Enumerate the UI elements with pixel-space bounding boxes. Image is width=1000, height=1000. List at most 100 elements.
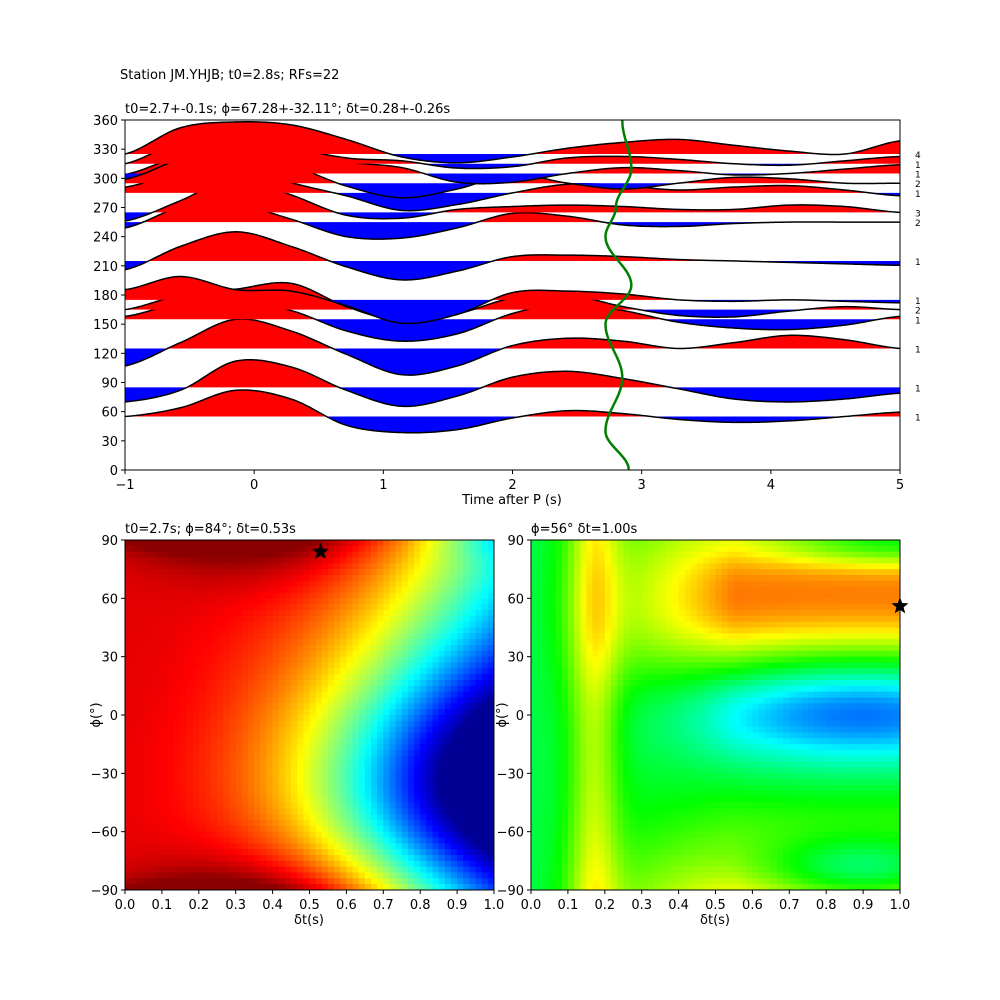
heatmap-cell (327, 662, 335, 669)
heatmap-cell (377, 715, 384, 722)
heatmap-cell (438, 656, 446, 664)
heatmap-cell (580, 837, 587, 844)
heatmap-cell (586, 732, 594, 739)
heatmap-cell (340, 790, 347, 798)
heatmap-cell (561, 773, 569, 780)
trace-85 (125, 358, 900, 408)
heatmap-cell (217, 639, 224, 646)
heatmap-cell (155, 610, 163, 617)
heatmap-cell (617, 703, 624, 710)
heatmap-cell (297, 715, 304, 722)
heatmap-cell (131, 750, 138, 757)
heatmap-cell (149, 796, 157, 804)
heatmap-cell (487, 563, 494, 570)
heatmap-cell (334, 575, 341, 582)
heatmap-cell (531, 604, 538, 611)
heatmap-cell (198, 872, 206, 879)
trace-count-label: 3 (915, 209, 921, 219)
heatmap-cell (543, 866, 551, 874)
heatmap-cell (278, 610, 286, 617)
heatmap-cell (254, 767, 261, 774)
heatmap-cell (561, 755, 569, 763)
heatmap-cell (371, 744, 378, 751)
heatmap-cell (180, 691, 188, 699)
heatmap-cell (420, 744, 427, 751)
heatmap-cell (364, 738, 372, 745)
heatmap-cell (204, 872, 212, 879)
heatmap-cell (358, 750, 366, 757)
heatmap-cell (610, 855, 618, 862)
heatmap-cell (266, 808, 274, 815)
heatmap-cell (598, 610, 606, 617)
heatmap-cell (186, 866, 194, 874)
heatmap-cell (420, 575, 427, 582)
heatmap-cell (346, 843, 354, 850)
heatmap-cell (321, 860, 329, 868)
heatmap-cell (389, 855, 397, 862)
heatmap-cell (260, 720, 268, 728)
heatmap-cell (174, 639, 181, 646)
heatmap-cell (438, 680, 446, 687)
heatmap-cell (635, 545, 643, 553)
heatmap-cell (469, 744, 477, 751)
heatmap-cell (266, 843, 274, 850)
heatmap-cell (377, 755, 384, 763)
heatmap-cell (346, 785, 354, 792)
heatmap-cell (364, 750, 372, 757)
heatmap-cell (291, 540, 298, 547)
heatmap-cell (420, 849, 427, 856)
heatmap-cell (457, 820, 464, 827)
heatmap-cell (340, 855, 347, 862)
heatmap-cell (254, 843, 261, 850)
heatmap-cell (125, 575, 132, 582)
heatmap-cell (604, 592, 612, 599)
heatmap-cell (567, 645, 575, 652)
heatmap-cell (223, 610, 231, 617)
heatmap-cell (647, 697, 655, 704)
heatmap-cell (598, 790, 606, 798)
y-tick-label: −90 (91, 884, 118, 899)
heatmap-cell (137, 831, 145, 839)
heatmap-cell (137, 709, 145, 716)
heatmap-cell (475, 615, 483, 623)
heatmap-cell (426, 738, 434, 745)
heatmap-cell (561, 831, 569, 839)
heatmap-cell (204, 755, 212, 763)
heatmap-cell (383, 633, 391, 640)
heatmap-cell (481, 843, 489, 850)
heatmap-cell (223, 755, 231, 763)
heatmap-cell (137, 866, 145, 874)
heatmap-cell (291, 761, 298, 769)
heatmap-cell (278, 604, 286, 611)
heatmap-cell (223, 767, 231, 774)
heatmap-cell (592, 662, 600, 669)
heatmap-cell (383, 808, 391, 815)
heatmap-cell (426, 674, 434, 681)
heatmap-cell (377, 627, 384, 634)
heatmap-cell (211, 860, 218, 868)
heatmap-cell (327, 814, 335, 821)
heatmap-cell (549, 540, 557, 547)
heatmap-cell (364, 645, 372, 652)
heatmap-cell (377, 825, 384, 833)
heatmap-cell (168, 755, 175, 763)
heatmap-cell (340, 615, 347, 623)
heatmap-cell (291, 767, 298, 774)
heatmap-cell (457, 680, 464, 687)
heatmap-cell (352, 849, 360, 856)
heatmap-cell (149, 738, 157, 745)
heatmap-cell (629, 668, 637, 675)
heatmap-cell (567, 680, 575, 687)
heatmap-cell (340, 785, 347, 792)
heatmap-cell (420, 732, 427, 739)
heatmap-cell (149, 703, 157, 710)
heatmap-cell (469, 843, 477, 850)
heatmap-cell (125, 855, 132, 862)
heatmap-cell (481, 720, 489, 728)
heatmap-cell (567, 662, 575, 669)
heatmap-cell (174, 621, 181, 629)
heatmap-cell (371, 703, 378, 710)
heatmap-cell (254, 790, 261, 798)
heatmap-cell (481, 645, 489, 652)
heatmap-cell (229, 808, 237, 815)
